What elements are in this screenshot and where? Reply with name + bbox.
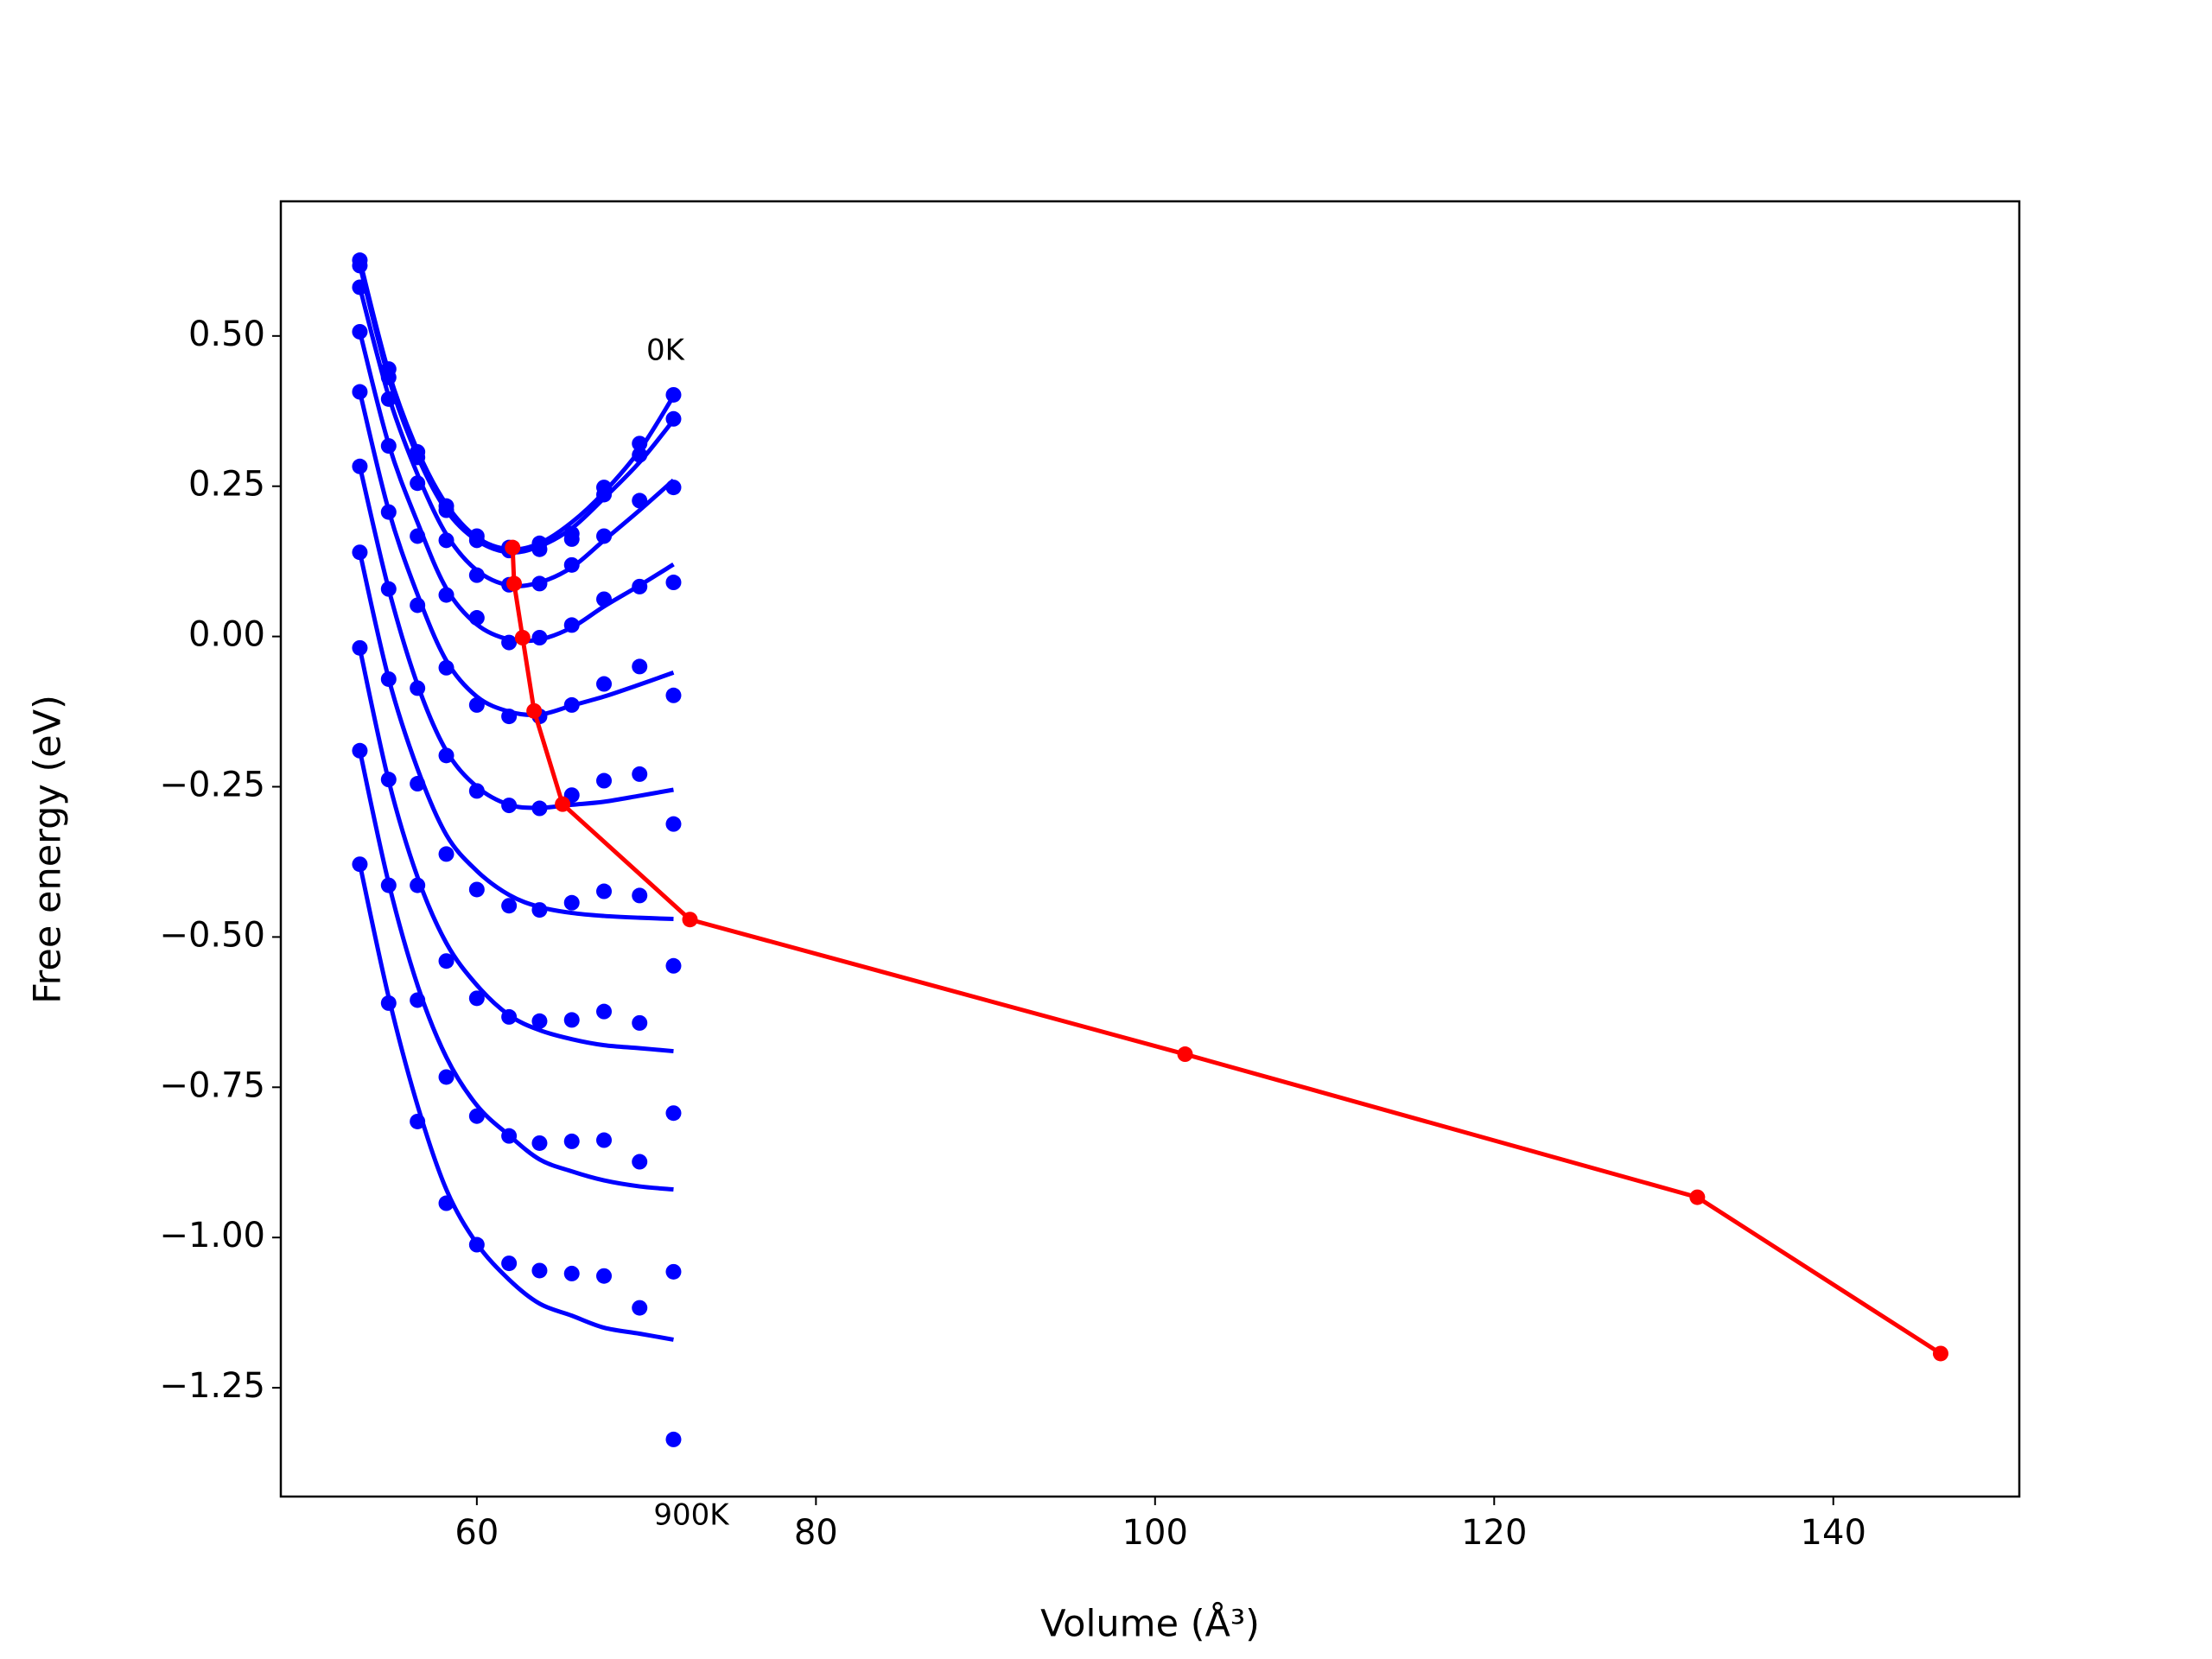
- data-point: [531, 1262, 548, 1279]
- x-tick-label: 100: [1122, 1513, 1188, 1553]
- y-axis-label: Free energy (eV): [27, 695, 70, 1004]
- series-line: [358, 466, 674, 810]
- annotation: 0K: [646, 334, 686, 368]
- x-tick-label: 120: [1461, 1513, 1527, 1553]
- annotation: 900K: [653, 1498, 730, 1533]
- x-tick-label: 80: [794, 1513, 838, 1553]
- series-line: [358, 647, 674, 1054]
- data-point: [438, 846, 454, 862]
- data-point: [596, 1003, 613, 1020]
- data-point: [632, 1154, 648, 1170]
- data-point: [501, 1255, 518, 1272]
- data-point: [468, 990, 485, 1007]
- data-point: [531, 1135, 548, 1151]
- data-point: [352, 639, 368, 656]
- data-point: [563, 1265, 580, 1281]
- data-point: [596, 528, 613, 544]
- data-point: [632, 1300, 648, 1316]
- data-point: [665, 1105, 682, 1122]
- data-point: [632, 1014, 648, 1031]
- series-line: [358, 264, 676, 555]
- data-point: [596, 676, 613, 692]
- data-point: [563, 1012, 580, 1028]
- data-point: [665, 687, 682, 703]
- series-line: [358, 286, 676, 588]
- data-point: [596, 1268, 613, 1284]
- x-axis-label: Volume (Å³): [1040, 1602, 1260, 1646]
- data-point: [596, 883, 613, 899]
- data-point: [438, 953, 454, 969]
- data-point: [468, 881, 485, 898]
- series-line: [358, 391, 675, 717]
- data-point: [501, 898, 518, 914]
- data-point: [1177, 1046, 1193, 1063]
- data-point: [526, 702, 543, 719]
- y-tick-label: −1.00: [159, 1216, 265, 1255]
- data-point: [632, 658, 648, 675]
- data-point: [665, 1263, 682, 1280]
- series-line: [358, 331, 675, 644]
- y-tick-label: 0.50: [188, 315, 265, 354]
- series-line: [358, 863, 674, 1342]
- series-line: [358, 551, 674, 922]
- data-point: [596, 1132, 613, 1148]
- data-point: [596, 772, 613, 789]
- data-point: [632, 887, 648, 904]
- x-tick-label: 60: [454, 1513, 499, 1553]
- data-point: [555, 796, 571, 812]
- data-point: [505, 539, 521, 556]
- data-point: [665, 816, 682, 832]
- y-tick-label: −1.25: [159, 1366, 265, 1406]
- data-point: [665, 575, 682, 591]
- data-point: [1932, 1345, 1948, 1362]
- data-point: [531, 1013, 548, 1029]
- data-point: [682, 912, 698, 928]
- data-point: [438, 1069, 454, 1085]
- data-point: [632, 766, 648, 782]
- data-point: [665, 957, 682, 974]
- plot-frame: [279, 200, 2021, 1498]
- data-point: [665, 386, 682, 403]
- data-point: [563, 531, 580, 547]
- data-point: [506, 575, 523, 592]
- data-point: [1689, 1189, 1706, 1205]
- data-point: [665, 1431, 682, 1447]
- data-point: [563, 1133, 580, 1149]
- data-point: [514, 629, 531, 645]
- y-tick-label: −0.25: [159, 766, 265, 805]
- y-tick-label: −0.50: [159, 915, 265, 955]
- y-tick-label: −0.75: [159, 1065, 265, 1105]
- y-tick-label: 0.00: [188, 615, 265, 655]
- y-tick-label: 0.25: [188, 465, 265, 505]
- series-line: [358, 750, 674, 1192]
- data-point: [563, 894, 580, 911]
- x-tick-label: 140: [1801, 1513, 1866, 1553]
- data-point: [468, 783, 485, 799]
